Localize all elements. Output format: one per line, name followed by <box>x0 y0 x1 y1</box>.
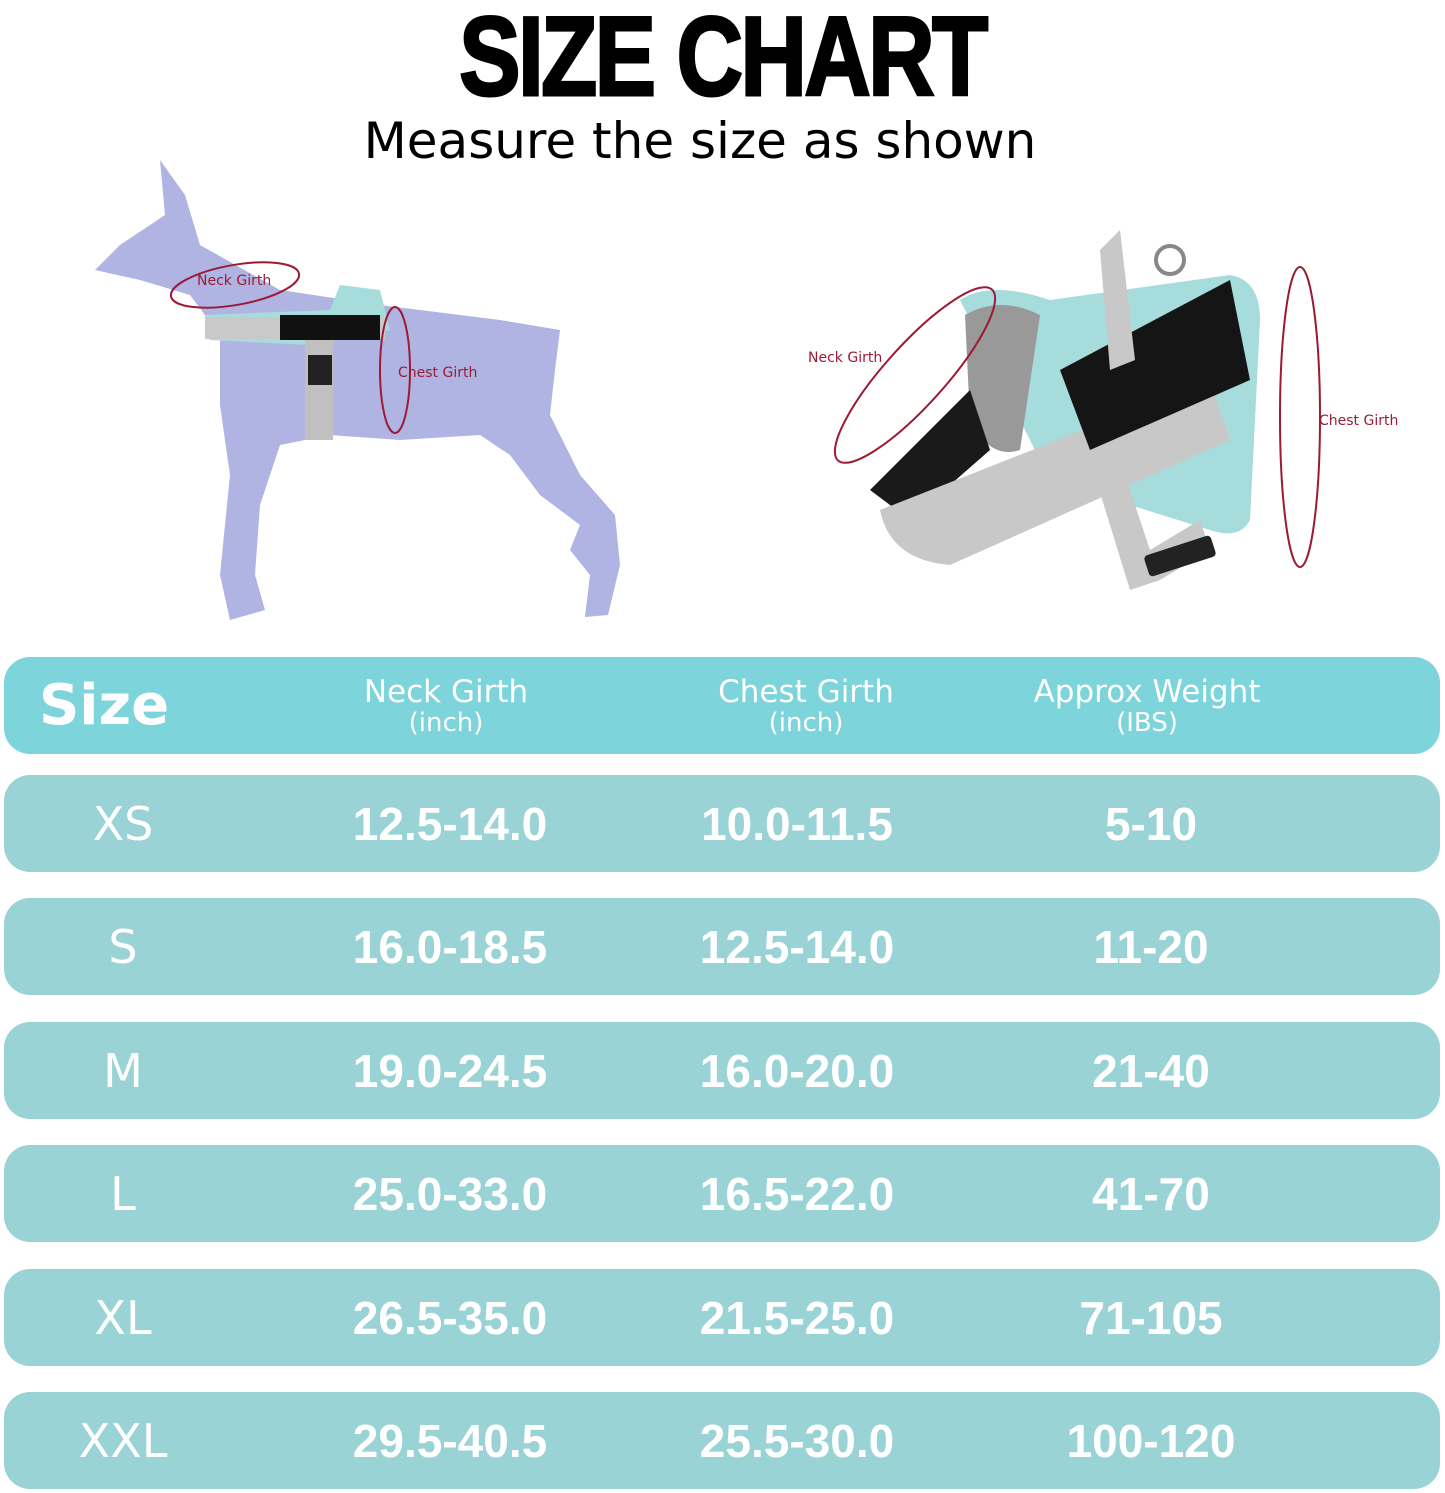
chest-girth-cell: 21.5-25.0 <box>699 1291 895 1344</box>
dog-illustration: Neck Girth Chest Girth <box>95 160 620 620</box>
neck-girth-cell: 25.0-33.0 <box>352 1167 548 1220</box>
harness-neck-girth-label: Neck Girth <box>808 350 882 366</box>
chest-girth-cell: 16.5-22.0 <box>699 1167 895 1220</box>
weight-cell: 100-120 <box>1066 1414 1236 1467</box>
table-header: Size Neck Girth (inch) Chest Girth (inch) … <box>4 657 1440 754</box>
dog-chest-girth-label: Chest Girth <box>398 365 477 381</box>
dog-silhouette <box>95 160 620 620</box>
neck-girth-cell: 19.0-24.5 <box>352 1044 548 1097</box>
size-cell: XL <box>94 1290 152 1345</box>
weight-cell: 71-105 <box>1079 1291 1223 1344</box>
chest-girth-cell: 10.0-11.5 <box>701 797 893 850</box>
neck-girth-cell: 29.5-40.5 <box>352 1414 548 1467</box>
table-row: S 16.0-18.5 12.5-14.0 11-20 <box>4 898 1440 995</box>
weight-cell: 21-40 <box>1092 1044 1210 1097</box>
size-cell: M <box>103 1043 143 1098</box>
table-row: L 25.0-33.0 16.5-22.0 41-70 <box>4 1145 1440 1242</box>
table-row: XXL 29.5-40.5 25.5-30.0 100-120 <box>4 1392 1440 1489</box>
header-neck-girth: Neck Girth (inch) <box>363 673 529 738</box>
weight-cell: 5-10 <box>1104 797 1198 850</box>
size-cell: S <box>108 919 138 974</box>
table-row: XL 26.5-35.0 21.5-25.0 71-105 <box>4 1269 1440 1366</box>
chest-girth-cell: 16.0-20.0 <box>699 1044 895 1097</box>
harness-chest-girth-label: Chest Girth <box>1319 413 1398 429</box>
neck-girth-cell: 26.5-35.0 <box>352 1291 548 1344</box>
header-chest-girth: Chest Girth (inch) <box>718 673 894 738</box>
table-row: M 19.0-24.5 16.0-20.0 21-40 <box>4 1022 1440 1119</box>
neck-girth-cell: 16.0-18.5 <box>352 920 548 973</box>
chest-girth-cell: 12.5-14.0 <box>699 920 895 973</box>
table-row: XS 12.5-14.0 10.0-11.5 5-10 <box>4 775 1440 872</box>
header-approx-weight: Approx Weight (IBS) <box>1033 673 1261 738</box>
size-cell: L <box>110 1166 136 1221</box>
weight-cell: 11-20 <box>1093 920 1209 973</box>
page-subtitle: Measure the size as shown <box>363 112 1037 170</box>
chest-girth-cell: 25.5-30.0 <box>699 1414 895 1467</box>
weight-cell: 41-70 <box>1092 1167 1210 1220</box>
harness-illustration: Neck Girth Chest Girth <box>808 230 1398 590</box>
dog-neck-girth-label: Neck Girth <box>197 273 271 289</box>
header-size: Size <box>38 673 170 738</box>
page-title: SIZE CHART <box>458 0 989 121</box>
size-cell: XXL <box>78 1413 168 1468</box>
size-cell: XS <box>92 796 154 851</box>
neck-girth-cell: 12.5-14.0 <box>352 797 548 850</box>
